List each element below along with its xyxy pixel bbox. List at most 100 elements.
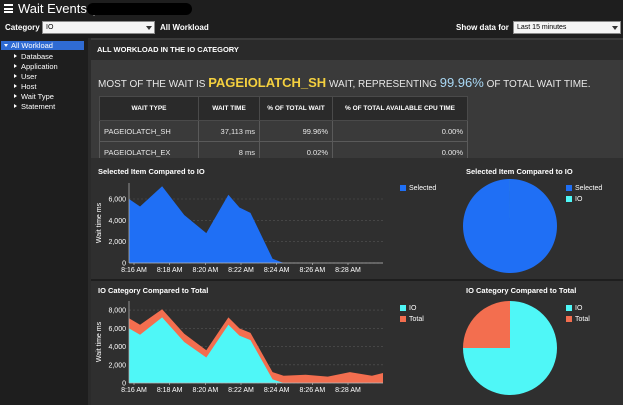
section-divider [91, 279, 623, 281]
chevron-down-icon [146, 26, 152, 30]
summary-header: ALL WORKLOAD IN THE IO CATEGORY [91, 40, 623, 60]
tree-item-all-workload[interactable] [1, 41, 84, 50]
cell-pct-cpu: 0.00% [332, 120, 468, 142]
chevron-down-icon [612, 26, 618, 30]
y-tick-label: 6,000 [108, 197, 126, 204]
x-tick-label: 8:18 AM [157, 387, 183, 394]
tree-item-label: Wait Type [21, 92, 54, 101]
y-tick-label: 8,000 [108, 308, 126, 315]
pie-title: Selected Item Compared to IO [466, 167, 573, 176]
tree-item-label: Host [21, 82, 37, 91]
legend-label: Total [575, 316, 590, 323]
summary-headline: MOST OF THE WAIT IS PAGEIOLATCH_SH WAIT,… [98, 75, 591, 90]
legend-swatch [400, 305, 406, 311]
tree-item-wait-type[interactable]: Wait Type [14, 92, 54, 101]
series-area-io [129, 317, 383, 383]
column-header[interactable]: WAIT TYPE [99, 96, 199, 121]
expand-right-icon [14, 104, 17, 108]
y-tick-label: 4,000 [108, 218, 126, 225]
pie-title: IO Category Compared to Total [466, 286, 577, 295]
legend-swatch [400, 316, 406, 322]
legend-swatch [400, 185, 406, 191]
summary-header-text: ALL WORKLOAD IN THE IO CATEGORY [97, 45, 239, 54]
scope-label: All Workload [160, 23, 209, 32]
tree-item-label: Application [21, 62, 58, 71]
x-tick-label: 8:16 AM [121, 387, 147, 394]
expand-right-icon [14, 54, 17, 58]
column-header[interactable]: % OF TOTAL WAIT [259, 96, 333, 121]
cell-wait-type: PAGEIOLATCH_EX [99, 141, 199, 163]
legend-item-total[interactable]: Total [400, 316, 424, 323]
x-tick-label: 8:18 AM [157, 267, 183, 274]
selected-vs-io-area-chart[interactable]: 0 2,000 4,000 6,000 8:16 AM 8:18 AM 8:20 AM 8:2… [91, 175, 391, 277]
y-tick-label: 0 [122, 381, 126, 388]
tree-item-label: Database [21, 52, 54, 61]
category-select[interactable]: IO [42, 21, 155, 34]
time-range-select-value: Last 15 minutes [517, 24, 567, 31]
tree-item-host[interactable]: Host [14, 82, 36, 91]
legend-item-io[interactable]: IO [400, 305, 416, 312]
legend-label: IO [409, 305, 417, 312]
tree-item-label: Statement [21, 102, 56, 111]
expand-right-icon [14, 64, 17, 68]
cell-wait-time: 8 ms [198, 141, 260, 163]
legend-item-selected[interactable]: Selected [566, 185, 602, 192]
redacted-name [87, 3, 192, 15]
pie-slice-total [463, 301, 510, 348]
cell-wait-time: 37,113 ms [198, 120, 260, 142]
legend-label: Selected [409, 185, 437, 192]
legend-swatch [566, 316, 572, 322]
x-tick-label: 8:24 AM [264, 387, 290, 394]
series-area-selected [129, 186, 383, 263]
show-data-label: Show data for [456, 23, 509, 32]
legend-swatch [566, 305, 572, 311]
pie-slice-selected [462, 179, 557, 273]
column-header[interactable]: % OF TOTAL AVAILABLE CPU TIME [332, 96, 468, 121]
legend-item-selected[interactable]: Selected [400, 185, 436, 192]
title-bar: Wait Events ( [0, 0, 623, 18]
wait-type-table: WAIT TYPE WAIT TIME % OF TOTAL WAIT % OF… [99, 96, 468, 163]
chart-title: Selected Item Compared to IO [98, 167, 205, 176]
y-tick-label: 4,000 [108, 344, 126, 351]
sidebar-tree: All Workload Database Application User H… [0, 38, 88, 405]
x-tick-label: 8:20 AM [192, 387, 218, 394]
table-header-row: WAIT TYPE WAIT TIME % OF TOTAL WAIT % OF… [99, 96, 468, 121]
y-tick-label: 6,000 [108, 326, 126, 333]
legend-item-io[interactable]: IO [566, 305, 582, 312]
selected-vs-io-pie-chart[interactable] [460, 178, 560, 278]
x-tick-label: 8:20 AM [192, 267, 218, 274]
tree-item-database[interactable]: Database [14, 52, 53, 61]
tree-root-row[interactable]: All Workload [4, 41, 53, 50]
io-vs-total-area-chart[interactable]: 0 2,000 4,000 6,000 8,000 8:16 AM 8:18 AM 8:20 … [91, 296, 391, 402]
toolbar: Category IO All Workload Show data for L… [0, 18, 623, 38]
expand-right-icon [14, 94, 17, 98]
tree-item-user[interactable]: User [14, 72, 37, 81]
x-tick-label: 8:16 AM [121, 267, 147, 274]
y-axis-label: Wait time ms [96, 321, 103, 362]
headline-prefix: MOST OF THE WAIT IS [98, 79, 209, 90]
menu-icon[interactable] [4, 4, 13, 13]
x-tick-label: 8:24 AM [264, 267, 290, 274]
tree-item-label: User [21, 72, 37, 81]
x-tick-label: 8:22 AM [228, 387, 254, 394]
column-header[interactable]: WAIT TIME [198, 96, 260, 121]
tree-item-application[interactable]: Application [14, 62, 58, 71]
legend-item-total[interactable]: Total [566, 316, 590, 323]
cell-pct-total-wait: 99.96% [259, 120, 333, 142]
table-row[interactable]: PAGEIOLATCH_SH 37,113 ms 99.96% 0.00% [99, 120, 468, 142]
tree-item-statement[interactable]: Statement [14, 102, 55, 111]
x-tick-label: 8:26 AM [299, 387, 325, 394]
x-tick-label: 8:28 AM [335, 387, 361, 394]
y-tick-label: 2,000 [108, 362, 126, 369]
y-axis-label: Wait time ms [96, 202, 103, 243]
legend-item-io[interactable]: IO [566, 196, 582, 203]
x-tick-label: 8:26 AM [299, 267, 325, 274]
headline-wait-type: PAGEIOLATCH_SH [208, 75, 327, 90]
io-vs-total-pie-chart[interactable] [460, 298, 560, 398]
legend-label: IO [575, 196, 583, 203]
y-tick-label: 0 [122, 261, 126, 268]
time-range-select[interactable]: Last 15 minutes [513, 21, 621, 34]
table-row[interactable]: PAGEIOLATCH_EX 8 ms 0.02% 0.00% [99, 141, 468, 163]
window-title: Wait Events ( [18, 1, 95, 16]
expand-right-icon [14, 84, 17, 88]
